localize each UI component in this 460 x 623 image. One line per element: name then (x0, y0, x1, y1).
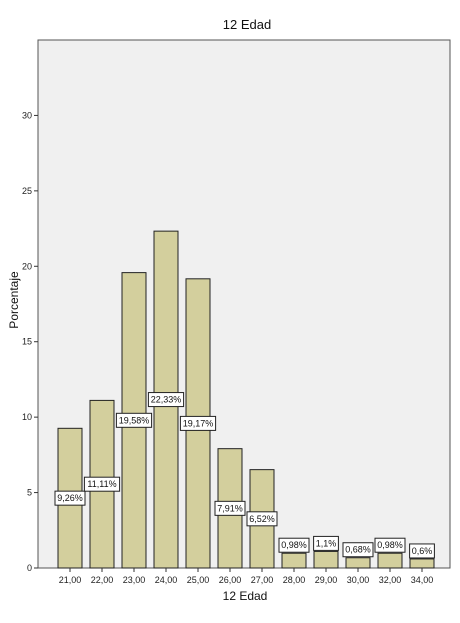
x-tick-label: 24,00 (155, 575, 178, 585)
data-label: 9,26% (57, 493, 83, 503)
x-tick-label: 29,00 (315, 575, 338, 585)
x-tick-label: 32,00 (379, 575, 402, 585)
bar-30,00 (345, 557, 371, 569)
y-tick-label: 10 (22, 412, 32, 422)
data-label: 7,91% (217, 503, 243, 513)
data-label: 19,58% (119, 415, 150, 425)
x-tick-label: 25,00 (187, 575, 210, 585)
x-tick-label: 23,00 (123, 575, 146, 585)
data-label-box (179, 415, 217, 431)
x-tick-label: 26,00 (219, 575, 242, 585)
data-label: 6,52% (249, 514, 275, 524)
data-label: 0,68% (345, 545, 371, 555)
y-axis-label: Porcentaje (7, 271, 21, 329)
x-axis-label: 12 Edad (223, 589, 268, 603)
data-label-box (278, 537, 310, 553)
x-tick-label: 30,00 (347, 575, 370, 585)
y-tick-label: 30 (22, 110, 32, 120)
x-tick-label: 34,00 (411, 575, 434, 585)
bar-28,00 (281, 552, 307, 569)
data-label: 0,98% (281, 540, 307, 550)
data-label: 1,1% (316, 538, 337, 548)
data-label-box (214, 500, 246, 516)
y-tick-label: 0 (27, 563, 32, 573)
data-label: 19,17% (183, 418, 214, 428)
data-label: 0,98% (377, 540, 403, 550)
data-label-box (342, 542, 374, 558)
x-axis: 21,00 22,00 23,00 24,00 25,00 26,00 27,00 28,00… (59, 568, 434, 585)
bar-32,00 (377, 552, 403, 569)
y-tick-label: 5 (27, 488, 32, 498)
data-label-box (54, 490, 86, 506)
bar-34,00 (409, 558, 435, 569)
data-label-box (409, 543, 435, 559)
data-label-box (246, 511, 278, 527)
x-tick-label: 28,00 (283, 575, 306, 585)
y-axis: 0 5 10 15 20 25 30 (22, 110, 38, 573)
y-tick-label: 25 (22, 186, 32, 196)
data-label: 0,6% (412, 546, 433, 556)
x-tick-label: 21,00 (59, 575, 82, 585)
bar-series: 9,26% 11,11% 19,58%22,33% 19,17% 7,91% 6,52% 0… (54, 230, 435, 569)
data-label: 22,33% (151, 395, 182, 405)
data-label-box (374, 537, 406, 553)
data-label-box (83, 476, 121, 492)
data-label: 11,11% (87, 479, 116, 489)
y-tick-label: 20 (22, 261, 32, 271)
y-tick-label: 15 (22, 337, 32, 347)
chart-title: 12 Edad (223, 17, 271, 32)
x-tick-label: 22,00 (91, 575, 114, 585)
x-tick-label: 27,00 (251, 575, 274, 585)
data-label-box (115, 412, 153, 428)
data-label-box (313, 535, 339, 551)
bar-29,00 (313, 550, 339, 569)
data-label-box (147, 392, 185, 408)
